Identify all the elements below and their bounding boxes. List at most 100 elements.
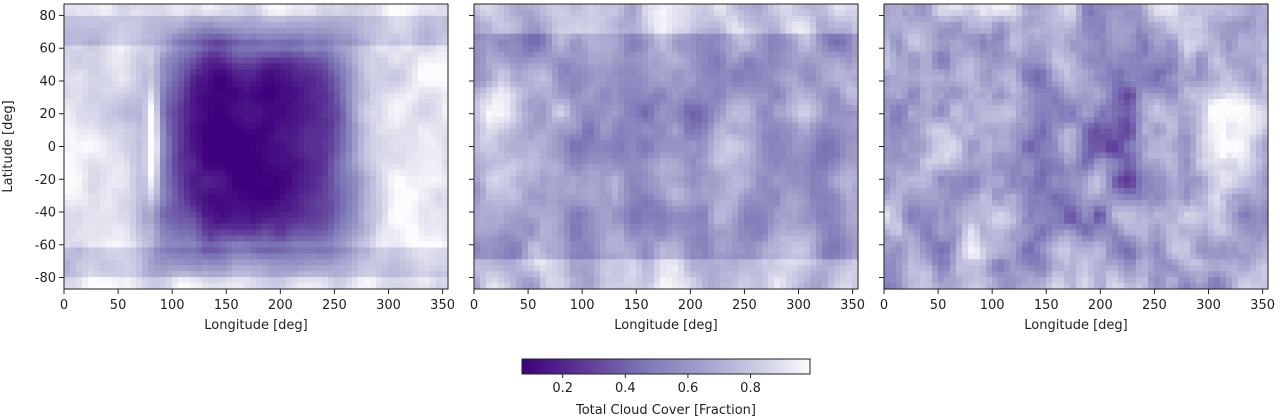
heatmap-cell <box>154 39 161 47</box>
heatmap-cell <box>226 158 233 165</box>
heatmap-cell <box>322 271 329 278</box>
heatmap-cell <box>654 146 661 154</box>
heatmap-cell <box>750 15 757 23</box>
heatmap-cell <box>82 223 89 231</box>
heatmap-cell <box>382 110 389 118</box>
heatmap-cell <box>684 81 691 88</box>
heatmap-cell <box>370 265 377 272</box>
heatmap-cell <box>630 75 637 82</box>
heatmap-cell <box>618 87 625 94</box>
heatmap-cell <box>618 110 625 118</box>
heatmap-cell <box>70 182 77 189</box>
heatmap-cell <box>702 140 709 148</box>
heatmap-cell <box>642 122 649 130</box>
heatmap-cell <box>822 134 829 142</box>
heatmap-cell <box>708 164 715 171</box>
heatmap-cell <box>214 158 221 165</box>
heatmap-cell <box>304 27 311 35</box>
heatmap-cell <box>726 128 733 136</box>
heatmap-cell <box>528 140 535 148</box>
heatmap-cell <box>94 104 101 112</box>
heatmap-cell <box>364 110 371 118</box>
heatmap-cell <box>250 63 257 70</box>
heatmap-cell <box>582 9 589 17</box>
heatmap-cell <box>334 205 341 213</box>
heatmap-cell <box>310 211 317 219</box>
heatmap-cell <box>256 122 263 130</box>
heatmap-cell <box>442 170 449 177</box>
heatmap-cell <box>834 122 841 130</box>
heatmap-cell <box>88 283 95 290</box>
heatmap-cell <box>244 4 251 11</box>
heatmap-cell <box>358 134 365 142</box>
heatmap-cell <box>100 283 107 290</box>
heatmap-cell <box>690 146 697 154</box>
heatmap-cell <box>304 110 311 118</box>
heatmap-cell <box>220 128 227 136</box>
heatmap-cell <box>220 39 227 47</box>
heatmap-cell <box>352 99 359 106</box>
heatmap-cell <box>636 33 643 41</box>
heatmap-cell <box>100 87 107 94</box>
heatmap-cell <box>88 99 95 106</box>
heatmap-cell <box>244 158 251 165</box>
heatmap-cell <box>112 122 119 130</box>
heatmap-cell <box>154 15 161 23</box>
heatmap-cell <box>412 176 419 183</box>
heatmap-cell <box>382 182 389 189</box>
heatmap-cell <box>834 134 841 142</box>
heatmap-cell <box>190 128 197 136</box>
heatmap-cell <box>534 128 541 136</box>
heatmap-cell <box>418 176 425 183</box>
heatmap-cell <box>232 247 239 254</box>
heatmap-cell <box>852 4 859 11</box>
heatmap-cell <box>124 194 131 201</box>
heatmap-cell <box>166 27 173 35</box>
heatmap-cell <box>286 57 293 64</box>
heatmap-cell <box>334 271 341 278</box>
heatmap-cell <box>744 21 751 29</box>
heatmap-cell <box>412 27 419 35</box>
heatmap-cell <box>298 81 305 88</box>
heatmap-cell <box>780 81 787 88</box>
heatmap-cell <box>738 158 745 165</box>
heatmap-cell <box>498 4 505 11</box>
heatmap-cell <box>594 164 601 171</box>
heatmap-cell <box>244 93 251 100</box>
heatmap-cell <box>786 146 793 154</box>
heatmap-cell <box>70 188 77 195</box>
heatmap-cell <box>606 93 613 100</box>
heatmap-cell <box>292 134 299 142</box>
heatmap-cell <box>130 158 137 165</box>
heatmap-cell <box>792 140 799 148</box>
heatmap-cell <box>382 152 389 159</box>
heatmap-cell <box>304 217 311 225</box>
heatmap-cell <box>232 104 239 112</box>
heatmap-cell <box>154 110 161 118</box>
heatmap-cell <box>406 146 413 154</box>
heatmap-cell <box>702 152 709 159</box>
heatmap-cell <box>184 63 191 70</box>
heatmap-cell <box>322 235 329 243</box>
heatmap-cell <box>232 63 239 70</box>
heatmap-cell <box>376 229 383 237</box>
heatmap-cell <box>184 259 191 266</box>
heatmap-cell <box>430 152 437 159</box>
heatmap-cell <box>244 9 251 17</box>
heatmap-cell <box>708 93 715 100</box>
heatmap-cell <box>606 134 613 142</box>
heatmap-cell <box>118 194 125 201</box>
heatmap-cell <box>100 182 107 189</box>
heatmap-cell <box>504 57 511 64</box>
heatmap-cell <box>510 152 517 159</box>
heatmap-cell <box>334 241 341 249</box>
heatmap-cell <box>100 134 107 142</box>
heatmap-cell <box>816 99 823 106</box>
heatmap-cell <box>346 253 353 260</box>
heatmap-cell <box>286 134 293 142</box>
heatmap-cell <box>726 63 733 70</box>
heatmap-cell <box>256 69 263 76</box>
heatmap-cell <box>70 235 77 243</box>
heatmap-cell <box>600 87 607 94</box>
heatmap-cell <box>798 45 805 53</box>
